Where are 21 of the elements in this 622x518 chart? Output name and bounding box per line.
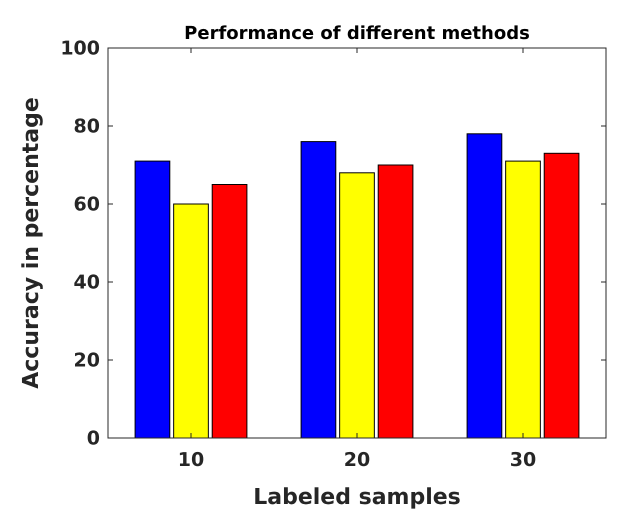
chart-title: Performance of different methods <box>184 23 530 44</box>
bar <box>544 152 580 438</box>
x-axis-title: Labeled samples <box>253 485 461 510</box>
y-tick-label: 100 <box>60 38 100 60</box>
bar <box>134 160 170 438</box>
y-tick-label: 0 <box>86 428 100 450</box>
bar <box>300 141 336 438</box>
bar <box>378 164 414 438</box>
bar <box>339 172 375 438</box>
y-axis-title: Accuracy in percentage <box>19 97 44 389</box>
y-tick-label: 40 <box>74 272 100 294</box>
x-tick-label: 30 <box>510 449 536 471</box>
y-tick-label: 60 <box>74 194 100 216</box>
x-tick-label: 20 <box>344 449 370 471</box>
bar <box>173 204 209 438</box>
x-tick-label: 10 <box>178 449 204 471</box>
y-tick-label: 20 <box>74 350 100 372</box>
bar <box>505 160 541 438</box>
bar <box>466 133 502 438</box>
bar <box>212 184 248 438</box>
y-tick-label: 80 <box>74 116 100 138</box>
